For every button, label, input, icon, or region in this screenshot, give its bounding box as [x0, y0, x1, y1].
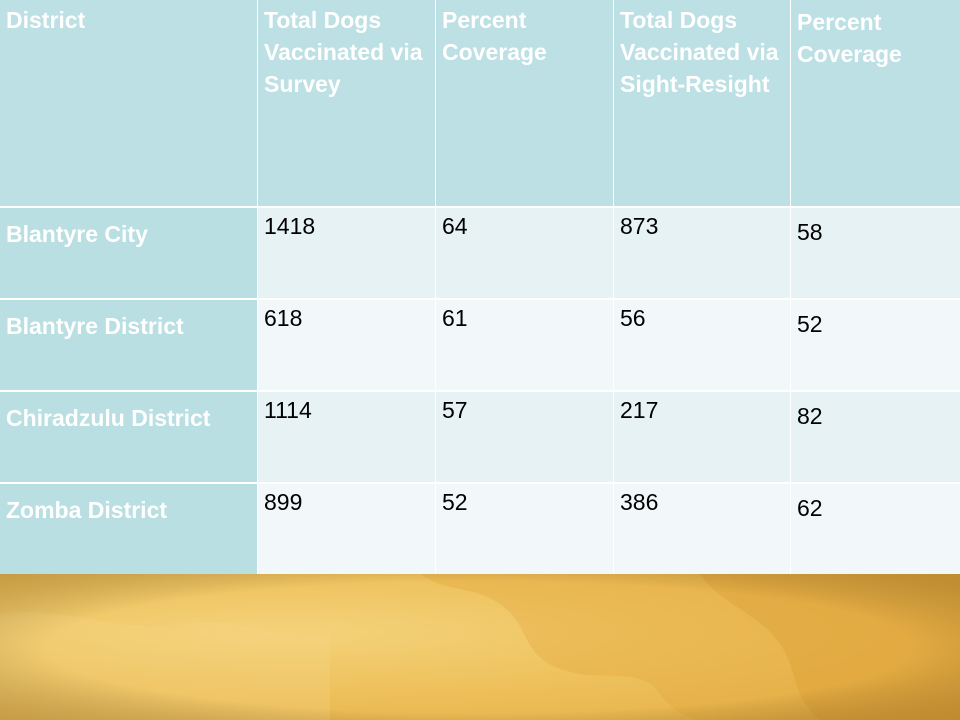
- sight-total-cell: 56: [614, 300, 791, 392]
- sight-percent-cell: 62: [791, 484, 960, 576]
- survey-percent-cell: 64: [436, 208, 614, 300]
- district-cell: Blantyre City: [0, 208, 258, 300]
- decorative-map-background: [0, 574, 960, 720]
- survey-total-cell: 1114: [258, 392, 436, 484]
- header-row: District Total Dogs Vaccinated via Surve…: [0, 0, 960, 208]
- vaccination-table: District Total Dogs Vaccinated via Surve…: [0, 0, 960, 576]
- sight-percent-cell: 58: [791, 208, 960, 300]
- sight-total-cell: 386: [614, 484, 791, 576]
- sight-percent-cell: 82: [791, 392, 960, 484]
- header-survey-percent: Percent Coverage: [436, 0, 614, 208]
- survey-percent-cell: 61: [436, 300, 614, 392]
- district-cell: Blantyre District: [0, 300, 258, 392]
- table-row: Blantyre District 618 61 56 52: [0, 300, 960, 392]
- map-texture-icon: [0, 574, 960, 720]
- header-survey-total: Total Dogs Vaccinated via Survey: [258, 0, 436, 208]
- table-row: Chiradzulu District 1114 57 217 82: [0, 392, 960, 484]
- table-row: Zomba District 899 52 386 62: [0, 484, 960, 576]
- header-sight-resight-percent: Percent Coverage: [791, 0, 960, 208]
- survey-percent-cell: 57: [436, 392, 614, 484]
- survey-total-cell: 899: [258, 484, 436, 576]
- district-cell: Chiradzulu District: [0, 392, 258, 484]
- district-cell: Zomba District: [0, 484, 258, 576]
- survey-percent-cell: 52: [436, 484, 614, 576]
- sight-total-cell: 217: [614, 392, 791, 484]
- survey-total-cell: 618: [258, 300, 436, 392]
- table-row: Blantyre City 1418 64 873 58: [0, 208, 960, 300]
- header-sight-resight-total: Total Dogs Vaccinated via Sight-Resight: [614, 0, 791, 208]
- sight-percent-cell: 52: [791, 300, 960, 392]
- sight-total-cell: 873: [614, 208, 791, 300]
- header-district: District: [0, 0, 258, 208]
- survey-total-cell: 1418: [258, 208, 436, 300]
